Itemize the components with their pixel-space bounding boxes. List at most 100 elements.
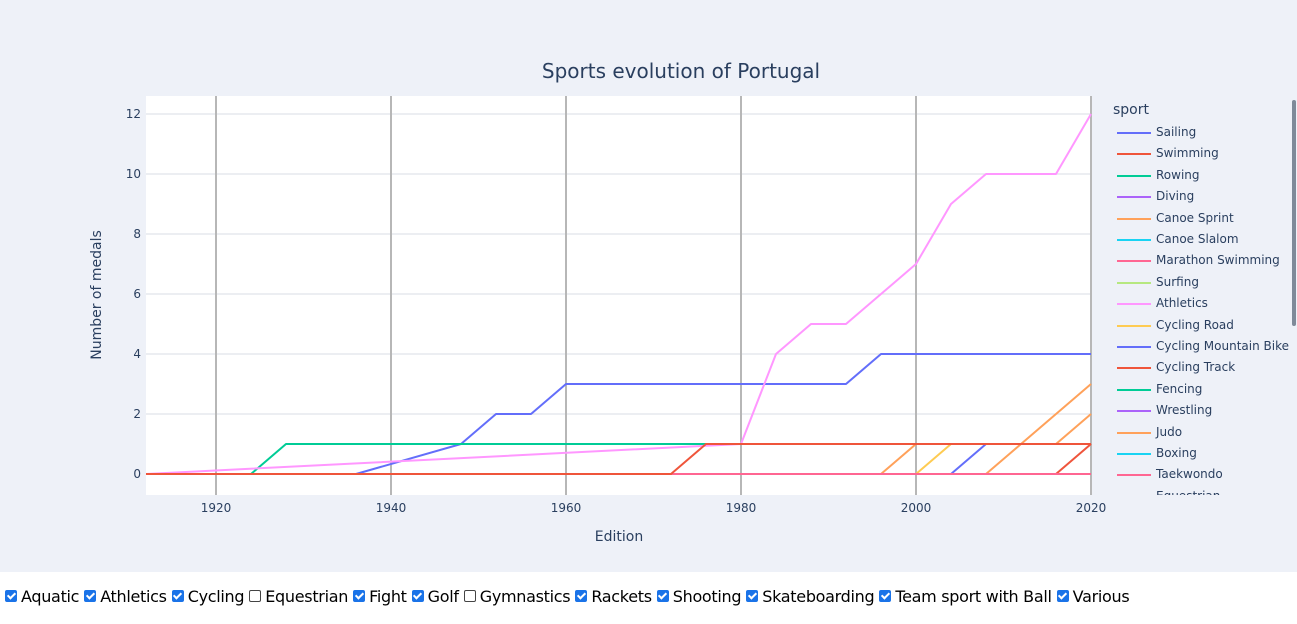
chart-title: Sports evolution of Portugal bbox=[542, 59, 820, 83]
legend-label: Canoe Slalom bbox=[1156, 232, 1239, 246]
filter-aquatic[interactable]: Aquatic bbox=[3, 587, 79, 606]
legend-item-equestrian[interactable]: Equestrian bbox=[1106, 487, 1297, 495]
x-tick-label: 1940 bbox=[376, 501, 407, 515]
legend-item-rowing[interactable]: Rowing bbox=[1106, 166, 1297, 186]
legend-item-swimming[interactable]: Swimming bbox=[1106, 144, 1297, 164]
filter-label: Skateboarding bbox=[762, 586, 875, 606]
legend-item-canoe-sprint[interactable]: Canoe Sprint bbox=[1106, 209, 1297, 229]
legend-item-boxing[interactable]: Boxing bbox=[1106, 444, 1297, 464]
filter-label: Various bbox=[1072, 586, 1130, 606]
series-line-sailing[interactable] bbox=[146, 353, 1091, 475]
filter-equestrian[interactable]: Equestrian bbox=[247, 587, 348, 606]
legend-item-marathon-swimming[interactable]: Marathon Swimming bbox=[1106, 251, 1297, 271]
legend-item-surfing[interactable]: Surfing bbox=[1106, 273, 1297, 293]
legend-swatch bbox=[1117, 431, 1151, 434]
y-tick-label: 8 bbox=[133, 227, 141, 241]
filter-checkbox-shooting[interactable] bbox=[656, 590, 669, 602]
legend-item-canoe-slalom[interactable]: Canoe Slalom bbox=[1106, 230, 1297, 250]
gridlines bbox=[146, 96, 1092, 495]
y-tick-label: 10 bbox=[126, 167, 141, 181]
legend-label: Rowing bbox=[1156, 167, 1200, 182]
tick-labels: 0 2 4 6 8 10 12 1920 1940 1960 1980 2000 2020 bbox=[126, 107, 1107, 515]
legend-item-judo[interactable]: Judo bbox=[1106, 423, 1297, 443]
x-tick-label: 1980 bbox=[726, 501, 757, 515]
x-tick-label: 2020 bbox=[1076, 501, 1107, 515]
legend-label: Taekwondo bbox=[1156, 467, 1223, 482]
filter-label: Equestrian bbox=[265, 586, 349, 606]
filter-shooting[interactable]: Shooting bbox=[655, 587, 742, 606]
legend-swatch bbox=[1117, 303, 1151, 306]
filter-checkbox-cycling[interactable] bbox=[171, 590, 184, 602]
filter-checkbox-skateboarding[interactable] bbox=[746, 590, 759, 602]
filter-label: Team sport with Ball bbox=[895, 586, 1052, 606]
filter-checkbox-gymnastics[interactable] bbox=[463, 590, 476, 602]
filter-checkbox-golf[interactable] bbox=[411, 590, 424, 602]
plot-container: 0 2 4 6 8 10 12 1920 1940 1960 1980 2000 2020 Sports… bbox=[0, 0, 1297, 572]
y-tick-label: 0 bbox=[133, 467, 141, 481]
legend-item-taekwondo[interactable]: Taekwondo bbox=[1106, 465, 1297, 485]
filter-team-sport-with-ball[interactable]: Team sport with Ball bbox=[877, 586, 1052, 606]
legend-label: Cycling Mountain Bike bbox=[1156, 339, 1289, 353]
legend-label: Cycling Track bbox=[1156, 360, 1236, 375]
sport-category-filters: Aquatic Athletics Cycling Equestrian Fight Go… bbox=[3, 584, 1132, 608]
filter-label: Cycling bbox=[187, 586, 245, 606]
legend-label: Boxing bbox=[1156, 446, 1197, 460]
filter-label: Athletics bbox=[100, 586, 167, 606]
filter-athletics[interactable]: Athletics bbox=[82, 587, 167, 606]
filter-checkbox-various[interactable] bbox=[1056, 590, 1069, 602]
legend-item-cycling-track[interactable]: Cycling Track bbox=[1106, 358, 1297, 378]
filter-various[interactable]: Various bbox=[1055, 587, 1130, 606]
y-axis-title: Number of medals bbox=[89, 230, 105, 360]
filter-rackets[interactable]: Rackets bbox=[573, 586, 652, 606]
x-tick-label: 1920 bbox=[201, 501, 232, 515]
series-line-equestrian[interactable] bbox=[146, 443, 1091, 475]
x-axis-title: Edition bbox=[595, 529, 643, 545]
filter-checkbox-aquatic[interactable] bbox=[5, 590, 17, 602]
legend-label: Swimming bbox=[1156, 146, 1219, 161]
legend-swatch bbox=[1117, 217, 1151, 220]
series-line-athletics[interactable] bbox=[145, 113, 1092, 475]
series-lines bbox=[145, 113, 1092, 475]
legend-label: Sailing bbox=[1156, 125, 1197, 139]
legend-title: sport bbox=[1113, 102, 1149, 118]
legend-item-sailing[interactable]: Sailing bbox=[1106, 123, 1297, 143]
legend-item-wrestling[interactable]: Wrestling bbox=[1106, 401, 1297, 421]
filter-gymnastics[interactable]: Gymnastics bbox=[462, 587, 571, 606]
legend-swatch bbox=[1117, 260, 1151, 263]
y-tick-label: 12 bbox=[126, 107, 141, 121]
legend-label: Marathon Swimming bbox=[1156, 253, 1280, 268]
filter-label: Fight bbox=[369, 586, 407, 606]
filter-cycling[interactable]: Cycling bbox=[170, 587, 245, 606]
filter-fight[interactable]: Fight bbox=[351, 587, 407, 606]
legend-swatch bbox=[1117, 410, 1151, 413]
legend-swatch bbox=[1117, 196, 1151, 199]
legend-label: Canoe Sprint bbox=[1156, 210, 1234, 225]
filter-label: Rackets bbox=[591, 586, 652, 606]
legend-swatch bbox=[1117, 367, 1151, 370]
legend-swatch bbox=[1117, 453, 1151, 455]
filter-checkbox-athletics[interactable] bbox=[84, 590, 97, 602]
legend-label: Equestrian bbox=[1156, 489, 1220, 495]
y-tick-label: 4 bbox=[133, 347, 141, 361]
filter-checkbox-equestrian[interactable] bbox=[249, 590, 262, 602]
legend-label: Diving bbox=[1156, 189, 1195, 204]
filter-skateboarding[interactable]: Skateboarding bbox=[744, 586, 875, 606]
filter-checkbox-rackets[interactable] bbox=[575, 590, 588, 602]
filter-checkbox-team-sport-with-ball[interactable] bbox=[879, 590, 892, 602]
legend-swatch bbox=[1117, 281, 1151, 284]
filter-golf[interactable]: Golf bbox=[410, 587, 459, 606]
legend-item-diving[interactable]: Diving bbox=[1106, 187, 1297, 207]
legend-label: Surfing bbox=[1156, 274, 1199, 289]
legend-item-cycling-mountain-bike[interactable]: Cycling Mountain Bike bbox=[1106, 337, 1297, 357]
legend-scrollbar[interactable] bbox=[1292, 100, 1296, 326]
legend-item-athletics[interactable]: Athletics bbox=[1106, 294, 1297, 314]
legend-item-cycling-road[interactable]: Cycling Road bbox=[1106, 316, 1297, 336]
legend-item-fencing[interactable]: Fencing bbox=[1106, 380, 1297, 400]
legend-swatch bbox=[1117, 153, 1151, 156]
legend-label: Wrestling bbox=[1156, 403, 1213, 418]
legend-label: Fencing bbox=[1156, 381, 1203, 396]
legend-label: Athletics bbox=[1156, 296, 1208, 311]
legend-label: Judo bbox=[1156, 424, 1183, 439]
filter-checkbox-fight[interactable] bbox=[353, 590, 366, 602]
x-tick-label: 1960 bbox=[551, 501, 582, 515]
